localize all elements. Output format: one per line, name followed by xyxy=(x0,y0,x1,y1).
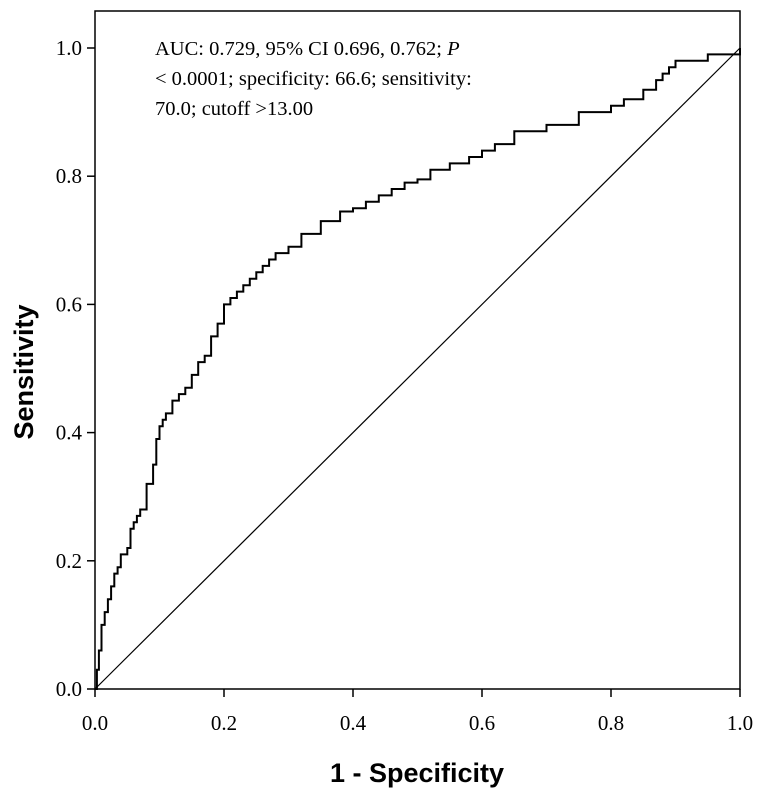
roc-curve xyxy=(95,48,741,690)
annotation-line-3: 70.0; cutoff >13.00 xyxy=(155,98,314,120)
annotation-line-2: < 0.0001; specificity: 66.6; sensitivity… xyxy=(155,68,472,90)
y-tick-label: 0.2 xyxy=(56,549,82,573)
x-tick-label: 0.2 xyxy=(211,711,237,735)
annotation-line-1: AUC: 0.729, 95% CI 0.696, 0.762; P xyxy=(155,34,575,64)
y-axis-ticks: 0.0 0.2 0.4 0.6 0.8 1.0 xyxy=(56,36,95,701)
plot-frame xyxy=(94,10,741,690)
y-tick-label: 0.6 xyxy=(56,292,82,316)
annotation-auc-text: AUC: 0.729, 95% CI 0.696, 0.762; xyxy=(155,38,448,60)
x-axis-ticks: 0.0 0.2 0.4 0.6 0.8 1.0 xyxy=(82,689,753,735)
annotation-p-symbol: P xyxy=(447,38,460,60)
x-axis-title: 1 - Specificity xyxy=(330,758,504,788)
y-tick-label: 0.4 xyxy=(56,421,83,445)
x-tick-label: 0.0 xyxy=(82,711,108,735)
x-tick-label: 0.8 xyxy=(598,711,624,735)
x-tick-label: 1.0 xyxy=(727,711,753,735)
statistics-annotation: AUC: 0.729, 95% CI 0.696, 0.762; P < 0.0… xyxy=(155,34,575,124)
y-tick-label: 1.0 xyxy=(56,36,82,60)
y-tick-label: 0.8 xyxy=(56,164,82,188)
x-tick-label: 0.4 xyxy=(340,711,367,735)
y-tick-label: 0.0 xyxy=(56,677,82,701)
reference-diagonal-line xyxy=(94,47,741,690)
y-axis-title: Sensitivity xyxy=(9,304,39,439)
x-tick-label: 0.6 xyxy=(469,711,495,735)
